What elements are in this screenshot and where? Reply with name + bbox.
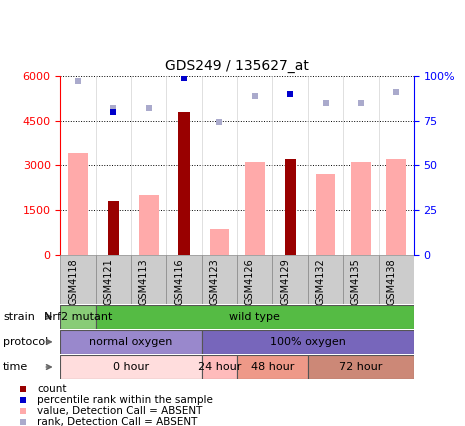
Text: time: time bbox=[3, 362, 28, 372]
Text: GSM4116: GSM4116 bbox=[174, 259, 184, 305]
Text: GSM4129: GSM4129 bbox=[280, 259, 290, 305]
Bar bbox=[343, 255, 379, 304]
Bar bbox=[60, 305, 96, 329]
Text: GSM4121: GSM4121 bbox=[103, 259, 113, 305]
Text: GSM4113: GSM4113 bbox=[139, 259, 149, 305]
Bar bbox=[60, 255, 96, 304]
Bar bbox=[179, 112, 190, 255]
Text: Nrf2 mutant: Nrf2 mutant bbox=[44, 312, 113, 322]
Text: protocol: protocol bbox=[3, 337, 48, 347]
Text: normal oxygen: normal oxygen bbox=[89, 337, 173, 347]
Bar bbox=[210, 229, 229, 255]
Text: strain: strain bbox=[3, 312, 35, 322]
Text: 72 hour: 72 hour bbox=[339, 362, 383, 372]
Bar bbox=[202, 255, 237, 304]
Bar bbox=[351, 162, 371, 255]
Bar bbox=[272, 255, 308, 304]
Bar bbox=[202, 355, 237, 379]
Bar bbox=[308, 255, 343, 304]
Bar bbox=[68, 153, 88, 255]
Text: value, Detection Call = ABSENT: value, Detection Call = ABSENT bbox=[37, 406, 203, 416]
Text: GSM4138: GSM4138 bbox=[386, 259, 396, 305]
Bar bbox=[285, 159, 296, 255]
Text: rank, Detection Call = ABSENT: rank, Detection Call = ABSENT bbox=[37, 417, 198, 426]
Bar bbox=[60, 330, 202, 354]
Bar bbox=[60, 355, 202, 379]
Bar bbox=[96, 255, 131, 304]
Text: wild type: wild type bbox=[229, 312, 280, 322]
Title: GDS249 / 135627_at: GDS249 / 135627_at bbox=[165, 59, 309, 73]
Text: GSM4123: GSM4123 bbox=[209, 259, 219, 305]
Bar bbox=[308, 355, 414, 379]
Bar bbox=[245, 162, 265, 255]
Text: 24 hour: 24 hour bbox=[198, 362, 241, 372]
Text: percentile rank within the sample: percentile rank within the sample bbox=[37, 395, 213, 406]
Text: count: count bbox=[37, 384, 66, 394]
Text: 100% oxygen: 100% oxygen bbox=[270, 337, 346, 347]
Bar bbox=[237, 355, 308, 379]
Bar bbox=[139, 195, 159, 255]
Text: GSM4135: GSM4135 bbox=[351, 259, 361, 305]
Text: GSM4126: GSM4126 bbox=[245, 259, 255, 305]
Bar bbox=[316, 174, 335, 255]
Text: 0 hour: 0 hour bbox=[113, 362, 149, 372]
Bar bbox=[131, 255, 166, 304]
Bar bbox=[237, 255, 272, 304]
Bar bbox=[379, 255, 414, 304]
Bar bbox=[166, 255, 202, 304]
Bar bbox=[108, 201, 119, 255]
Bar bbox=[202, 330, 414, 354]
Bar bbox=[386, 159, 406, 255]
Text: GSM4132: GSM4132 bbox=[315, 259, 326, 305]
Text: GSM4118: GSM4118 bbox=[68, 259, 78, 305]
Text: 48 hour: 48 hour bbox=[251, 362, 294, 372]
